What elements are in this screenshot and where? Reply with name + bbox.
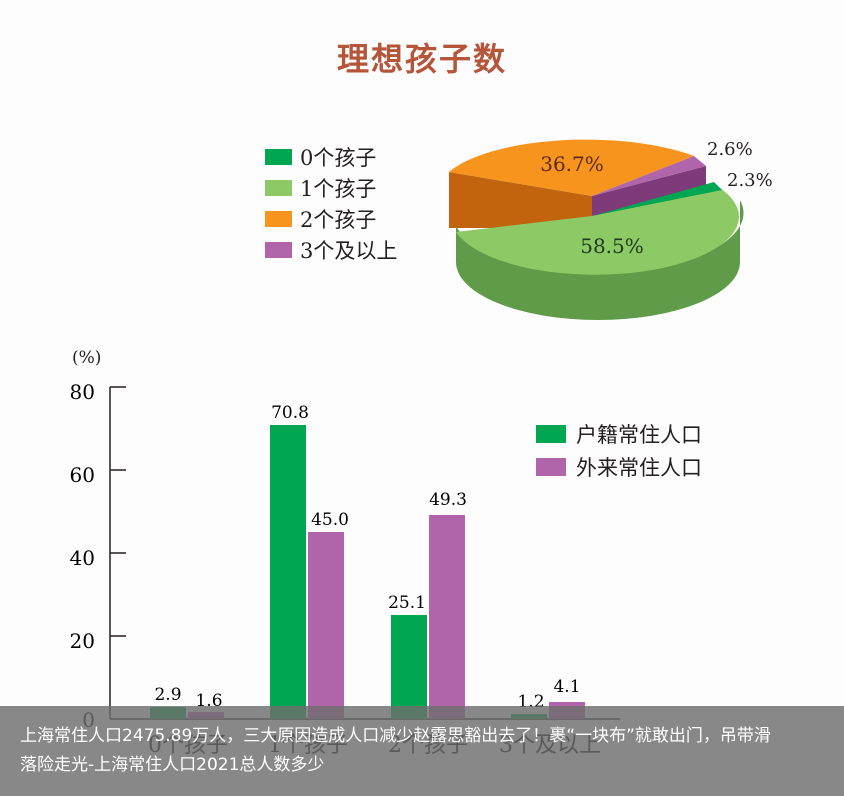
bar-registered-1 (270, 425, 306, 719)
pie-slice-one-child (456, 188, 739, 275)
legend-swatch-zero (265, 148, 292, 165)
bar-migrant-1 (308, 532, 344, 719)
y-axis-unit: (%) (72, 348, 101, 368)
bar-value-registered-0: 2.9 (154, 685, 181, 705)
pie-label-one: 58.5% (580, 234, 644, 258)
legend-label: 户籍常住人口 (576, 422, 702, 447)
bar-value-migrant-3: 4.1 (553, 677, 580, 697)
bar-value-registered-1: 70.8 (271, 403, 309, 423)
legend-swatch-three (265, 241, 292, 258)
bar-legend-item-registered: 户籍常住人口 (536, 417, 702, 450)
pie-slice-three-plus (592, 156, 706, 196)
bar-value-registered-2: 25.1 (388, 593, 426, 613)
bar-legend: 户籍常住人口 外来常住人口 (536, 417, 702, 483)
pie-side-one (456, 200, 744, 320)
y-tick-40: 40 (70, 546, 95, 570)
chart-title: 理想孩子数 (336, 40, 507, 78)
legend-swatch-migrant (536, 457, 566, 476)
pie-label-two: 36.7% (540, 152, 604, 176)
pie-legend-item-two: 2个孩子 (265, 203, 397, 234)
legend-swatch-registered (536, 424, 566, 443)
pie-legend-item-three: 3个及以上 (265, 234, 397, 265)
pie-legend-item-zero: 0个孩子 (265, 141, 397, 172)
pie-legend-item-one: 1个孩子 (265, 172, 397, 203)
pie-label-zero: 2.3% (727, 170, 773, 191)
caption-text: 上海常住人口2475.89万人，三大原因造成人口减少赵露思豁出去了！裹“一块布”… (20, 726, 771, 775)
y-tick-20: 20 (70, 629, 95, 653)
legend-label: 外来常住人口 (576, 455, 702, 480)
bar-chart: (%) 80 60 40 20 0 2.9 1.6 70.8 45.0 25.1… (70, 348, 620, 758)
bar-migrant-2 (429, 515, 465, 719)
pie-label-three: 2.6% (707, 139, 753, 160)
bar-registered-2 (391, 615, 427, 719)
bar-value-migrant-1: 45.0 (311, 510, 349, 530)
pie-slice-zero-children (592, 182, 722, 216)
legend-label: 2个孩子 (300, 207, 377, 232)
legend-swatch-one (265, 179, 292, 196)
y-tick-60: 60 (70, 463, 95, 487)
bar-value-migrant-2: 49.3 (429, 490, 467, 510)
legend-swatch-two (265, 210, 292, 227)
legend-label: 3个及以上 (300, 238, 398, 263)
pie-side-two (449, 172, 592, 228)
pie-side-three (592, 166, 706, 216)
y-tick-80: 80 (70, 380, 95, 404)
caption-overlay: 上海常住人口2475.89万人，三大原因造成人口减少赵露思豁出去了！裹“一块布”… (0, 706, 844, 796)
pie-slice-two-children (449, 139, 694, 196)
pie-legend: 0个孩子 1个孩子 2个孩子 3个及以上 (265, 141, 397, 265)
legend-label: 1个孩子 (300, 176, 377, 201)
bar-legend-item-migrant: 外来常住人口 (536, 450, 702, 483)
legend-label: 0个孩子 (300, 145, 377, 170)
